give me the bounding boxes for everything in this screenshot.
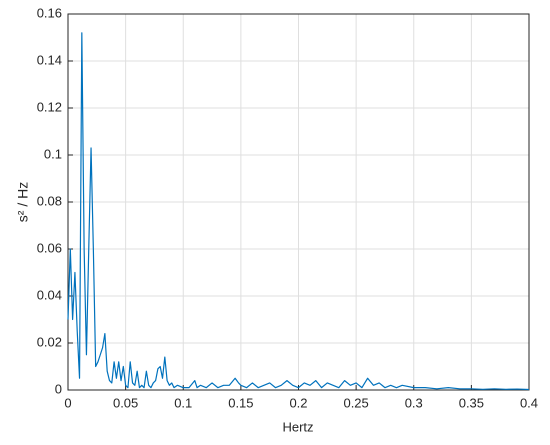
x-axis-label: Hertz xyxy=(282,419,313,434)
y-axis-label: s² / Hz xyxy=(15,182,31,222)
x-tick-label: 0.3 xyxy=(405,395,423,410)
x-tick-label: 0.35 xyxy=(459,395,484,410)
x-tick-label: 0.15 xyxy=(228,395,253,410)
x-tick-label: 0.25 xyxy=(343,395,368,410)
x-tick-label: 0.1 xyxy=(174,395,192,410)
y-tick-label: 0.04 xyxy=(37,287,62,302)
y-tick-label: 0.02 xyxy=(37,334,62,349)
y-tick-label: 0 xyxy=(55,381,62,396)
plot-frame xyxy=(67,13,530,391)
y-tick-label: 0.1 xyxy=(44,146,62,161)
x-tick-label: 0.2 xyxy=(289,395,307,410)
y-tick-label: 0.06 xyxy=(37,240,62,255)
y-tick-label: 0.08 xyxy=(37,193,62,208)
y-tick-label: 0.16 xyxy=(37,5,62,20)
y-tick-label: 0.14 xyxy=(37,52,62,67)
data-line xyxy=(67,32,530,391)
x-tick-label: 0 xyxy=(64,395,71,410)
y-tick-label: 0.12 xyxy=(37,99,62,114)
x-tick-label: 0.4 xyxy=(520,395,538,410)
x-tick-label: 0.05 xyxy=(113,395,138,410)
